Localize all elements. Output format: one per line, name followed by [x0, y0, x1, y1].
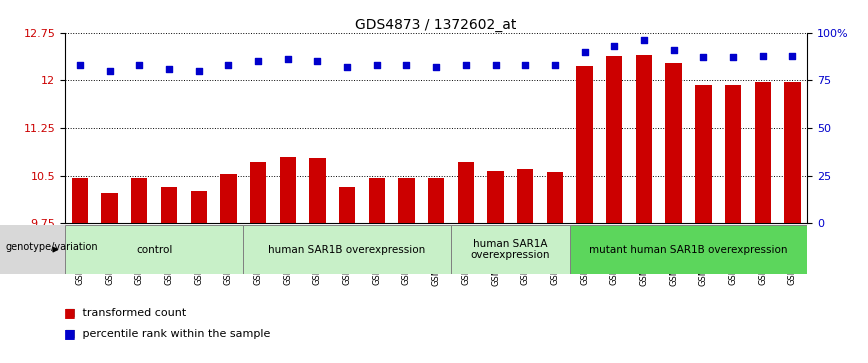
Point: [548, 62, 562, 68]
Point: [192, 68, 206, 74]
Bar: [569, 225, 807, 274]
Bar: [131, 178, 148, 223]
Bar: [309, 159, 326, 223]
Point: [73, 62, 87, 68]
Point: [489, 62, 503, 68]
Point: [667, 47, 681, 53]
Point: [370, 62, 384, 68]
Bar: [695, 85, 712, 223]
Point: [162, 66, 176, 72]
Text: mutant human SAR1B overexpression: mutant human SAR1B overexpression: [589, 245, 788, 254]
Title: GDS4873 / 1372602_at: GDS4873 / 1372602_at: [356, 18, 516, 32]
Bar: [339, 187, 355, 223]
Bar: [190, 192, 207, 223]
Bar: [398, 178, 415, 223]
Point: [132, 62, 146, 68]
Text: genotype/variation: genotype/variation: [5, 242, 98, 252]
Bar: [784, 82, 800, 223]
Point: [756, 53, 770, 58]
Point: [280, 57, 294, 62]
Bar: [161, 187, 177, 223]
Point: [251, 58, 265, 64]
Point: [399, 62, 413, 68]
Point: [608, 43, 621, 49]
Point: [786, 53, 799, 58]
Text: ■  percentile rank within the sample: ■ percentile rank within the sample: [65, 329, 271, 339]
Text: ■: ■: [64, 327, 76, 340]
Bar: [576, 66, 593, 223]
Text: control: control: [136, 245, 173, 254]
Point: [696, 54, 710, 60]
Bar: [451, 225, 569, 274]
Bar: [65, 225, 243, 274]
Bar: [428, 178, 444, 223]
Bar: [72, 178, 89, 223]
Text: human SAR1A
overexpression: human SAR1A overexpression: [470, 239, 550, 260]
Bar: [547, 172, 563, 223]
Bar: [457, 162, 474, 223]
Text: ■  transformed count: ■ transformed count: [65, 307, 187, 317]
Bar: [243, 225, 451, 274]
Point: [578, 49, 592, 55]
Bar: [279, 156, 296, 223]
Point: [429, 64, 443, 70]
Text: human SAR1B overexpression: human SAR1B overexpression: [268, 245, 425, 254]
Bar: [220, 174, 237, 223]
Point: [518, 62, 532, 68]
Point: [102, 68, 116, 74]
Bar: [666, 62, 682, 223]
Point: [459, 62, 473, 68]
Bar: [250, 162, 266, 223]
Point: [340, 64, 354, 70]
Bar: [606, 56, 622, 223]
Point: [311, 58, 325, 64]
Point: [726, 54, 740, 60]
Bar: [635, 55, 652, 223]
Point: [637, 37, 651, 43]
Text: ■: ■: [64, 306, 76, 319]
Bar: [725, 85, 741, 223]
Bar: [369, 178, 385, 223]
Bar: [517, 169, 534, 223]
Bar: [487, 171, 503, 223]
Bar: [102, 193, 118, 223]
Bar: [754, 82, 771, 223]
Point: [221, 62, 235, 68]
